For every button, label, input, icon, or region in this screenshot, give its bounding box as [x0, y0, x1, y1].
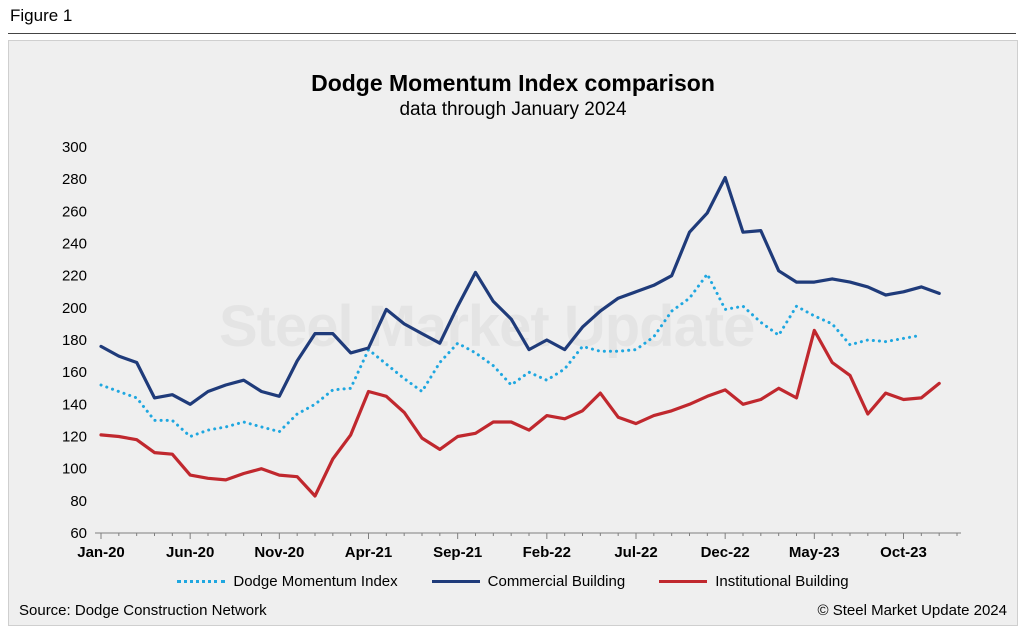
legend-label-commercial: Commercial Building	[487, 573, 626, 590]
legend-label-dmi: Dodge Momentum Index	[233, 573, 398, 590]
figure-label: Figure 1	[10, 6, 73, 25]
y-axis: 60 80 100 120 140 160 180 200 220 240 260 280 300	[62, 139, 87, 542]
y-tick-label: 160	[62, 364, 87, 381]
x-tick-label: Dec-22	[701, 544, 750, 561]
y-tick-label: 100	[62, 461, 87, 478]
x-tick-label: Oct-23	[880, 544, 927, 561]
y-tick-label: 80	[70, 493, 87, 510]
source-note: Source: Dodge Construction Network	[19, 602, 267, 619]
series-line-commercial-building	[99, 176, 941, 406]
series-line-dodge-momentum-index	[99, 272, 923, 438]
legend-item-commercial: Commercial Building	[431, 573, 626, 590]
figure-rule	[8, 33, 1016, 34]
copyright-note: © Steel Market Update 2024	[817, 602, 1008, 619]
y-tick-label: 300	[62, 139, 87, 156]
legend-item-institutional: Institutional Building	[659, 573, 849, 590]
legend-swatch-commercial	[431, 580, 480, 583]
x-tick-label: Jan-20	[77, 544, 125, 561]
x-tick-label: Feb-22	[523, 544, 571, 561]
y-tick-label: 200	[62, 300, 87, 317]
x-tick-label: Jun-20	[166, 544, 214, 561]
y-tick-label: 240	[62, 236, 87, 253]
chart-subtitle: data through January 2024	[399, 99, 627, 120]
line-chart: 60 80 100 120 140 160 180 200 220 240 260 280 300 Ja…	[62, 139, 961, 561]
x-tick-label: Jul-22	[614, 544, 657, 561]
watermark: Steel Market Update	[219, 293, 755, 360]
y-tick-label: 280	[62, 171, 87, 188]
legend-item-dmi: Dodge Momentum Index	[177, 573, 398, 590]
y-tick-label: 120	[62, 429, 87, 446]
legend-swatch-dmi	[177, 580, 226, 583]
x-axis: Jan-20 Jun-20 Nov-20 Apr-21 Sep-21 Feb-22 Jul-…	[77, 532, 961, 561]
y-tick-label: 180	[62, 332, 87, 349]
y-tick-label: 260	[62, 203, 87, 220]
series-layer	[99, 176, 941, 498]
legend: Dodge Momentum Index Commercial Building…	[9, 573, 1017, 590]
y-tick-label: 220	[62, 268, 87, 285]
x-tick-label: Apr-21	[345, 544, 393, 561]
chart-panel: Steel Market Update Dodge Momentum Index…	[8, 40, 1018, 626]
x-tick-label: Nov-20	[254, 544, 304, 561]
chart-title: Dodge Momentum Index comparison	[311, 70, 715, 96]
x-tick-label: Sep-21	[433, 544, 482, 561]
y-tick-label: 140	[62, 396, 87, 413]
series-line-institutional-building	[99, 328, 941, 498]
legend-swatch-institutional	[659, 580, 708, 583]
legend-label-institutional: Institutional Building	[715, 573, 849, 590]
x-tick-label: May-23	[789, 544, 840, 561]
y-tick-label: 60	[70, 525, 87, 542]
